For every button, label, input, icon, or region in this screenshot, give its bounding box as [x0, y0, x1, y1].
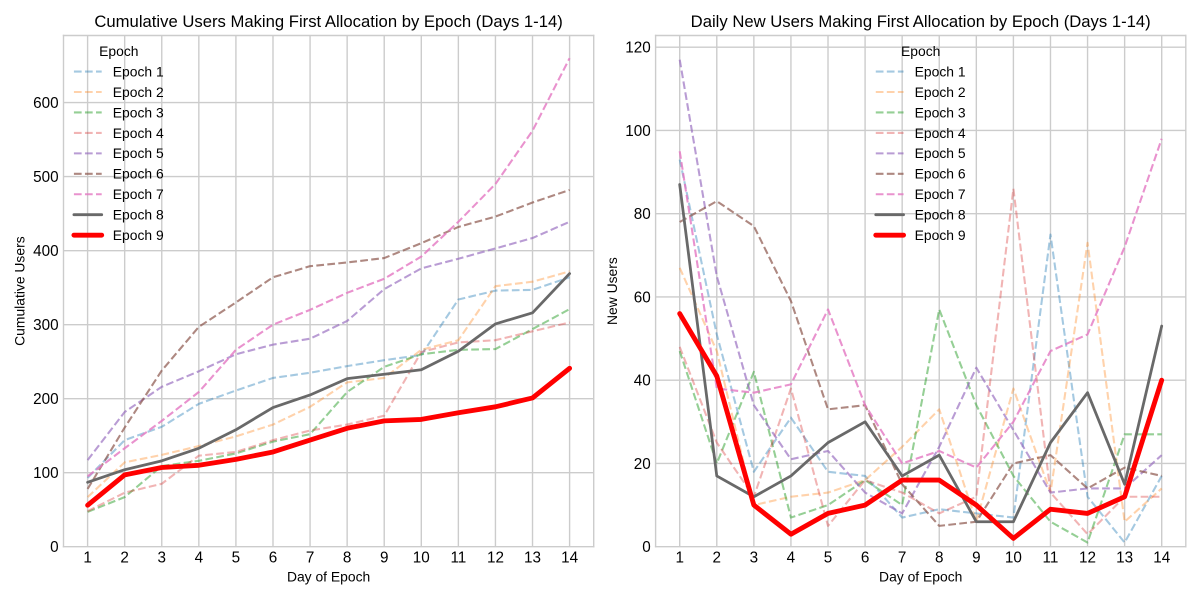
svg-text:11: 11	[1043, 550, 1059, 567]
svg-text:13: 13	[1116, 550, 1133, 567]
svg-text:14: 14	[561, 550, 578, 567]
svg-text:60: 60	[634, 289, 651, 306]
svg-text:0: 0	[642, 539, 651, 556]
svg-text:6: 6	[861, 550, 870, 567]
svg-text:100: 100	[33, 465, 58, 482]
svg-text:12: 12	[487, 550, 504, 567]
svg-text:Epoch 8: Epoch 8	[113, 207, 164, 223]
svg-text:Epoch 3: Epoch 3	[915, 104, 966, 120]
svg-text:5: 5	[824, 550, 833, 567]
svg-text:Cumulative Users Making First: Cumulative Users Making First Allocation…	[94, 12, 562, 31]
svg-text:7: 7	[306, 550, 314, 567]
svg-text:Epoch 5: Epoch 5	[915, 145, 966, 161]
svg-text:2: 2	[713, 550, 722, 567]
svg-text:20: 20	[634, 456, 651, 473]
svg-text:40: 40	[634, 373, 651, 390]
svg-text:14: 14	[1153, 550, 1170, 567]
svg-text:10: 10	[413, 550, 430, 567]
svg-text:Day of Epoch: Day of Epoch	[287, 568, 370, 584]
svg-text:Epoch 1: Epoch 1	[113, 63, 164, 79]
svg-text:5: 5	[232, 550, 241, 567]
svg-text:Cumulative Users: Cumulative Users	[12, 236, 28, 346]
svg-text:100: 100	[625, 123, 650, 140]
svg-text:2: 2	[120, 550, 129, 567]
svg-text:1: 1	[83, 550, 92, 567]
svg-text:6: 6	[269, 550, 277, 567]
svg-text:Epoch 1: Epoch 1	[915, 63, 966, 79]
svg-text:1: 1	[675, 550, 684, 567]
svg-text:Epoch 5: Epoch 5	[113, 145, 164, 161]
svg-text:12: 12	[1079, 550, 1096, 567]
svg-text:Epoch 7: Epoch 7	[113, 186, 164, 202]
svg-text:400: 400	[33, 243, 58, 260]
svg-text:600: 600	[33, 95, 58, 112]
svg-text:Epoch 9: Epoch 9	[915, 227, 966, 243]
svg-text:8: 8	[935, 550, 944, 567]
svg-text:7: 7	[898, 550, 907, 567]
svg-text:Epoch 4: Epoch 4	[915, 125, 966, 141]
svg-text:Epoch 8: Epoch 8	[915, 207, 966, 223]
svg-text:80: 80	[634, 206, 651, 223]
svg-text:Daily New Users Making First A: Daily New Users Making First Allocation …	[691, 12, 1151, 31]
svg-text:Epoch: Epoch	[901, 43, 940, 59]
svg-text:9: 9	[972, 550, 980, 567]
svg-text:200: 200	[33, 391, 58, 408]
svg-text:120: 120	[625, 40, 650, 57]
svg-text:New Users: New Users	[604, 257, 620, 325]
svg-text:Epoch 7: Epoch 7	[915, 186, 966, 202]
svg-text:Epoch 6: Epoch 6	[915, 166, 966, 182]
svg-text:8: 8	[343, 550, 352, 567]
svg-text:Epoch 2: Epoch 2	[113, 84, 164, 100]
svg-text:Epoch 9: Epoch 9	[113, 227, 164, 243]
svg-text:9: 9	[380, 550, 389, 567]
svg-text:Epoch 4: Epoch 4	[113, 125, 164, 141]
svg-text:Epoch 6: Epoch 6	[113, 166, 164, 182]
svg-text:300: 300	[33, 317, 58, 334]
svg-text:Epoch 3: Epoch 3	[113, 104, 164, 120]
svg-text:11: 11	[450, 550, 466, 567]
svg-text:3: 3	[158, 550, 167, 567]
svg-text:4: 4	[195, 550, 204, 567]
svg-text:0: 0	[50, 539, 59, 556]
svg-text:Epoch 2: Epoch 2	[915, 84, 966, 100]
svg-text:Day of Epoch: Day of Epoch	[879, 568, 962, 584]
svg-text:10: 10	[1005, 550, 1022, 567]
svg-text:Epoch: Epoch	[99, 43, 138, 59]
svg-text:3: 3	[750, 550, 758, 567]
svg-text:13: 13	[524, 550, 541, 567]
svg-text:4: 4	[787, 550, 796, 567]
svg-text:500: 500	[33, 169, 58, 186]
